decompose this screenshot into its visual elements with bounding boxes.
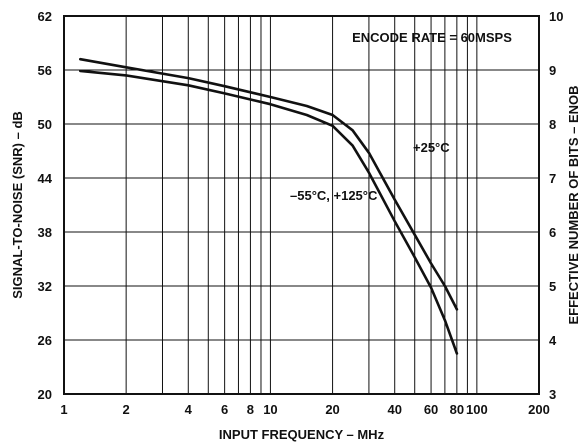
y2-tick-label: 8: [549, 117, 556, 132]
encode-rate-annotation: ENCODE RATE = 60MSPS: [352, 30, 512, 45]
grid-lines: [64, 16, 539, 394]
x-tick-label: 60: [424, 402, 438, 417]
y-tick-label: 44: [38, 171, 53, 186]
y-tick-label: 26: [38, 333, 52, 348]
label-25c-annotation: +25°C: [413, 140, 450, 155]
x-tick-label: 100: [466, 402, 488, 417]
y2-tick-label: 7: [549, 171, 556, 186]
x-tick-label: 200: [528, 402, 550, 417]
plot-frame: [63, 15, 540, 395]
series-lines: [79, 57, 459, 355]
y-axis-title: SIGNAL-TO-NOISE (SNR) – dB: [10, 111, 25, 299]
y2-tick-label: 10: [549, 9, 563, 24]
y-tick-label: 20: [38, 387, 52, 402]
y-tick-label: 32: [38, 279, 52, 294]
x-tick-label: 1: [60, 402, 67, 417]
y-tick-label: 38: [38, 225, 52, 240]
series-line-1: [79, 57, 459, 311]
x-axis-title: INPUT FREQUENCY – MHz: [219, 427, 385, 442]
y-tick-label: 50: [38, 117, 52, 132]
y2-tick-label: 3: [549, 387, 556, 402]
x-tick-label: 10: [263, 402, 277, 417]
bottom-tick-labels: 1 2 4 6 8 10 20 40 60 80 100 200: [60, 402, 549, 417]
left-tick-labels: 20 26 32 38 44 50 56 62: [38, 9, 53, 402]
y2-tick-label: 6: [549, 225, 556, 240]
x-tick-label: 2: [123, 402, 130, 417]
x-tick-label: 40: [387, 402, 401, 417]
y-tick-label: 56: [38, 63, 52, 78]
x-tick-label: 8: [247, 402, 254, 417]
x-tick-label: 20: [325, 402, 339, 417]
y2-tick-label: 9: [549, 63, 556, 78]
x-tick-label: 4: [185, 402, 193, 417]
y2-tick-label: 5: [549, 279, 556, 294]
x-tick-label: 6: [221, 402, 228, 417]
y2-tick-label: 4: [549, 333, 557, 348]
x-tick-label: 80: [450, 402, 464, 417]
y-tick-label: 62: [38, 9, 52, 24]
label-extremes-annotation: –55°C, +125°C: [290, 188, 378, 203]
y2-axis-title: EFFECTIVE NUMBER OF BITS – ENOB: [566, 85, 581, 324]
right-tick-labels: 3 4 5 6 7 8 9 10: [549, 9, 563, 402]
series-line-2: [79, 69, 459, 355]
